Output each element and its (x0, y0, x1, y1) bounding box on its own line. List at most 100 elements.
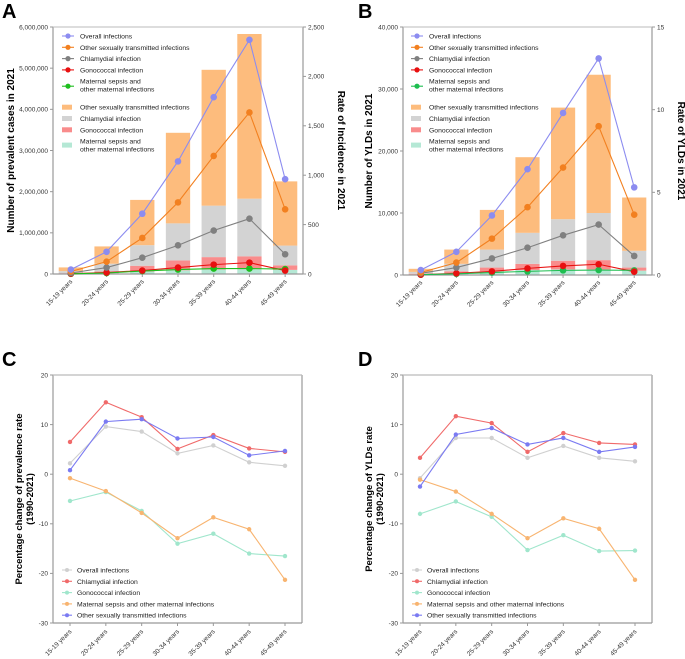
point-overall-infections-25-29-years (139, 429, 144, 434)
x-tick-label: 20-24 years (81, 278, 111, 308)
point-overall-infections-40-44-years (246, 460, 252, 465)
panel-letter: A (2, 1, 16, 23)
point-gonococcal-infection-35-39-years (210, 261, 218, 268)
x-tick-label: 45-49 years (608, 279, 638, 309)
point-gonococcal-infection-45-49-years (281, 267, 289, 274)
legend-marker (65, 579, 69, 584)
legend-marker (65, 67, 71, 73)
legend-marker (65, 568, 69, 572)
y-right-tick-label: 15 (657, 24, 665, 31)
point-overall-infections-45-49-years (282, 463, 288, 468)
point-chlamydial-infection-45-49-years (281, 250, 289, 258)
point-chlamydial-infection-40-44-years (595, 221, 602, 228)
point-chlamydial-infection-25-29-years (138, 254, 146, 261)
x-tick-label: 25-29 years (116, 278, 146, 308)
legend-marker (415, 590, 419, 595)
point-overall-infections-15-19-years (67, 461, 73, 466)
y-tick-label: -10 (39, 521, 49, 528)
legend-label: Other sexually transmitted infections (80, 45, 190, 52)
x-tick-label: 35-39 years (188, 278, 218, 308)
y-tick-label: 4,000,000 (19, 107, 48, 114)
point-chlamydial-infection-40-44-years (246, 446, 252, 451)
x-tick-label: 25-29 years (116, 628, 146, 658)
point-maternal-sepsis-and-other-maternal-infections-20-24-years (103, 488, 109, 494)
legend-bar-swatch (62, 116, 72, 121)
point-maternal-sepsis-and-other-maternal-infections-45-49-years (632, 577, 638, 583)
point-overall-infections-25-29-years (489, 435, 494, 441)
point-chlamydial-infection-20-24-years (103, 264, 110, 271)
x-tick-label: 15-19 years (44, 628, 74, 658)
x-tick-label: 20-24 years (431, 279, 461, 309)
point-maternal-sepsis-and-other-maternal-infections-15-19-years (417, 477, 423, 482)
point-maternal-sepsis-and-other-maternal-infections-40-44-years (246, 265, 253, 272)
point-gonococcal-infection-35-39-years (211, 531, 216, 536)
legend-bar-swatch (62, 104, 72, 110)
legend: Overall infections Chlamydial infection Go… (412, 568, 565, 620)
point-gonococcal-infection-25-29-years (488, 268, 496, 275)
x-tick-label: 30-34 years (502, 279, 532, 309)
point-chlamydial-infection-30-34-years (524, 244, 531, 252)
y-right-tick-label: 1,500 (308, 123, 325, 130)
point-overall-infections-20-24-years (103, 424, 109, 429)
y-right-tick-label: 2,000 (308, 74, 325, 81)
point-chlamydial-infection-30-34-years (174, 242, 182, 249)
point-gonococcal-infection-40-44-years (595, 260, 602, 268)
y-tick-label: 2,000,000 (19, 189, 48, 196)
panel-letter: B (358, 1, 372, 23)
x-tick-label: 35-39 years (538, 628, 568, 658)
point-other-sexually-transmitted-infections-25-29-years (489, 425, 494, 431)
x-tick-label: 45-49 years (259, 278, 289, 308)
x-tick-label: 40-44 years (224, 278, 254, 308)
point-overall-infections-40-44-years (596, 455, 602, 461)
x-tick-label: 30-34 years (152, 628, 182, 658)
point-gonococcal-infection-40-44-years (596, 548, 602, 554)
point-chlamydial-infection-25-29-years (488, 255, 496, 262)
panel-letter: D (358, 349, 372, 371)
point-other-sexually-transmitted-infections-40-44-years (595, 122, 602, 130)
legend-label: Maternal sepsis and other maternal infect… (429, 139, 504, 154)
point-maternal-sepsis-and-other-maternal-infections-30-34-years (525, 535, 530, 541)
legend-marker (65, 601, 69, 606)
legend-marker (65, 590, 69, 595)
point-chlamydial-infection-45-49-years (630, 252, 638, 260)
y-tick-label: 10 (41, 422, 49, 429)
legend: Overall infections Other sexually transmi… (411, 33, 539, 154)
legend-label: Other sexually transmitted infections (77, 613, 187, 620)
legend-label: Gonococcal infection (429, 67, 492, 74)
legend-bar-swatch (411, 127, 421, 133)
legend-label: Maternal sepsis and other maternal infec… (427, 601, 565, 608)
legend-label: Gonococcal infection (80, 127, 143, 134)
y-axis-title: Number of YLDs in 2021 (364, 93, 375, 208)
y-tick-label: 0 (44, 271, 48, 278)
legend-marker (65, 33, 71, 39)
point-maternal-sepsis-and-other-maternal-infections-35-39-years (211, 515, 216, 520)
point-gonococcal-infection-15-19-years (67, 498, 73, 504)
point-maternal-sepsis-and-other-maternal-infections-40-44-years (246, 527, 252, 532)
point-gonococcal-infection-30-34-years (175, 541, 180, 546)
point-other-sexually-transmitted-infections-40-44-years (246, 109, 253, 116)
point-other-sexually-transmitted-infections-45-49-years (281, 205, 289, 213)
y-tick-label: 6,000,000 (19, 24, 48, 31)
y-tick-label: 1,000,000 (19, 230, 48, 237)
x-tick-label: 35-39 years (188, 628, 218, 658)
point-overall-infections-25-29-years (488, 212, 496, 219)
y-tick-label: -20 (389, 571, 399, 578)
x-tick-label: 40-44 years (573, 279, 603, 309)
x-tick-label: 15-19 years (395, 279, 425, 309)
legend-marker (65, 613, 69, 618)
point-overall-infections-20-24-years (453, 248, 460, 256)
point-gonococcal-infection-45-49-years (632, 548, 638, 553)
legend-label: Chlamydial infection (80, 116, 141, 123)
legend-label: Maternal sepsis and other maternal infect… (80, 79, 155, 94)
bar-chlamydial-infection-35-39-years (550, 219, 576, 261)
legend-marker (414, 67, 420, 73)
x-tick-label: 15-19 years (45, 278, 75, 308)
point-chlamydial-infection-40-44-years (596, 440, 602, 446)
point-other-sexually-transmitted-infections-20-24-years (103, 258, 110, 265)
legend-marker (414, 33, 420, 39)
bar-other-sexually-transmitted-infections-40-44-years (237, 33, 262, 199)
legend-label: Gonococcal infection (429, 127, 492, 134)
point-other-sexually-transmitted-infections-35-39-years (559, 164, 567, 171)
point-other-sexually-transmitted-infections-30-34-years (174, 199, 182, 206)
legend-label: Other sexually transmitted infections (80, 105, 190, 112)
